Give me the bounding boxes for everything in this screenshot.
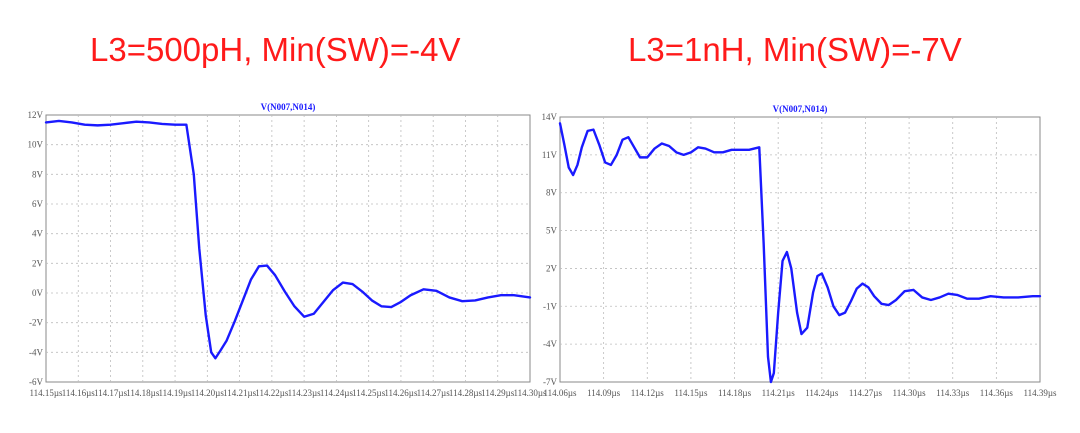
y-tick-label: 12V	[28, 110, 44, 120]
x-tick-label: 114.26µs	[384, 388, 418, 398]
trace-label: V(N007,N014)	[261, 102, 316, 112]
x-tick-label: 114.24µs	[805, 388, 839, 398]
y-tick-label: -6V	[29, 377, 43, 387]
x-tick-label: 114.18µs	[126, 388, 160, 398]
x-tick-label: 114.20µs	[191, 388, 225, 398]
left-waveform-plot: -6V -4V -2V 0V 2V 4V 6V 8V 10V 12V 114.15µs 114.16µ…	[28, 102, 548, 398]
x-tick-label: 114.29µs	[481, 388, 515, 398]
x-tick-label: 114.36µs	[980, 388, 1014, 398]
voltage-trace	[558, 122, 1042, 384]
y-tick-label: 4V	[32, 229, 44, 239]
y-tick-label: 8V	[546, 188, 558, 198]
y-tick-label: -1V	[543, 301, 557, 311]
x-tick-label: 114.06µs	[543, 388, 577, 398]
x-tick-label: 114.15µs	[29, 388, 63, 398]
x-tick-label: 114.27µs	[849, 388, 883, 398]
plot-frame	[559, 116, 1041, 383]
x-tick-label: 114.21µs	[223, 388, 257, 398]
right-chart-title: L3=1nH, Min(SW)=-7V	[628, 31, 962, 68]
trace-label: V(N007,N014)	[773, 104, 828, 114]
x-tick-label: 114.27µs	[417, 388, 451, 398]
y-tick-label: 10V	[28, 140, 44, 150]
y-tick-label: 11V	[542, 150, 558, 160]
x-tick-label: 114.12µs	[631, 388, 665, 398]
plot-frame	[45, 114, 531, 383]
x-tick-label: 114.18µs	[718, 388, 752, 398]
y-tick-label: 0V	[32, 288, 44, 298]
x-tick-label: 114.09µs	[587, 388, 621, 398]
x-tick-label: 114.17µs	[94, 388, 128, 398]
y-tick-label: -4V	[29, 347, 43, 357]
x-tick-label: 114.15µs	[674, 388, 708, 398]
y-tick-label: 6V	[32, 199, 44, 209]
x-tick-label: 114.30µs	[513, 388, 547, 398]
voltage-trace	[44, 119, 532, 360]
y-tick-label: 5V	[546, 226, 558, 236]
x-tick-label: 114.19µs	[159, 388, 193, 398]
y-tick-label: 2V	[546, 263, 558, 273]
y-tick-label: -2V	[29, 318, 43, 328]
x-tick-label: 114.33µs	[936, 388, 970, 398]
x-tick-label: 114.21µs	[762, 388, 796, 398]
left-chart-title: L3=500pH, Min(SW)=-4V	[90, 31, 461, 68]
y-tick-label: 14V	[542, 112, 558, 122]
y-tick-label: -7V	[543, 377, 557, 387]
x-tick-label: 114.28µs	[449, 388, 483, 398]
y-tick-label: 8V	[32, 169, 44, 179]
y-tick-label: -4V	[543, 339, 557, 349]
x-tick-label: 114.39µs	[1023, 388, 1057, 398]
x-tick-label: 114.22µs	[255, 388, 289, 398]
y-tick-label: 2V	[32, 258, 44, 268]
x-tick-label: 114.24µs	[320, 388, 354, 398]
x-tick-label: 114.25µs	[352, 388, 386, 398]
right-waveform-plot: -7V -4V -1V 2V 5V 8V 11V 14V 114.06µs 114.09µs 114…	[542, 104, 1058, 398]
x-tick-label: 114.16µs	[62, 388, 96, 398]
x-tick-label: 114.30µs	[893, 388, 927, 398]
x-tick-label: 114.23µs	[288, 388, 322, 398]
